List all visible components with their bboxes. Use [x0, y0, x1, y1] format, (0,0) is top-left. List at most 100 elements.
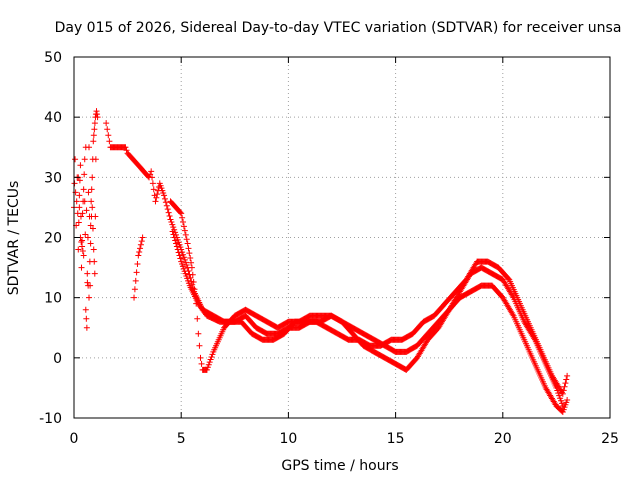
data-point: [89, 204, 96, 211]
data-point: [81, 171, 88, 178]
data-point: [76, 204, 83, 211]
data-point: [161, 192, 168, 199]
data-point: [559, 390, 566, 397]
data-point: [180, 251, 187, 258]
data-point: [181, 256, 188, 263]
data-point: [85, 189, 92, 196]
series-spike-cluster-b: [75, 144, 99, 301]
data-point: [88, 186, 95, 193]
data-point: [169, 221, 176, 228]
data-point: [178, 210, 185, 217]
data-point: [85, 282, 92, 289]
data-point: [168, 219, 175, 226]
data-point: [81, 156, 88, 163]
data-point: [187, 254, 194, 261]
data-point: [559, 402, 566, 409]
data-point: [179, 214, 186, 221]
data-point: [80, 186, 87, 193]
x-axis-label: GPS time / hours: [281, 458, 398, 474]
data-point: [162, 199, 169, 206]
y-axis-label: SDTVAR / TECUs: [6, 181, 22, 296]
x-tick-label: 5: [177, 431, 186, 447]
y-tick-label: 30: [44, 170, 62, 186]
data-point: [186, 250, 193, 257]
data-point: [105, 132, 112, 139]
data-point: [91, 120, 98, 127]
data-point: [561, 383, 568, 390]
data-point: [77, 213, 84, 220]
data-point: [83, 207, 90, 214]
data-point: [203, 366, 210, 373]
data-point: [87, 222, 94, 229]
data-point: [92, 156, 99, 163]
data-point: [94, 111, 101, 118]
y-tick-label: 20: [44, 231, 62, 247]
chart-title: Day 015 of 2026, Sidereal Day-to-day VTE…: [55, 20, 622, 36]
data-point: [173, 243, 180, 250]
data-point: [176, 252, 183, 259]
data-point: [180, 223, 187, 230]
data-point: [147, 171, 154, 178]
data-point: [106, 138, 113, 145]
data-point: [136, 248, 143, 255]
data-point: [195, 330, 202, 337]
data-point: [104, 126, 111, 133]
data-point: [86, 294, 93, 301]
data-point: [79, 248, 86, 255]
data-point: [149, 180, 156, 187]
data-point: [180, 254, 187, 261]
data-point: [206, 359, 213, 366]
data-point: [82, 144, 89, 151]
data-point: [163, 202, 170, 209]
data-point: [131, 294, 138, 301]
ticks: 0 5 10 15 20 25 -10 0 10 20 30 40 50: [39, 50, 619, 447]
data-point: [164, 206, 171, 213]
data-point: [556, 392, 563, 399]
data-point: [76, 177, 83, 184]
data-point: [194, 315, 201, 322]
data-point: [75, 219, 82, 226]
grid: [74, 57, 610, 418]
data-point: [82, 306, 89, 313]
data-point: [152, 198, 159, 205]
data-point: [208, 353, 215, 360]
data-point: [79, 243, 86, 250]
data-point: [153, 194, 160, 201]
data-point: [84, 279, 91, 286]
data-point: [560, 387, 567, 394]
data-point: [138, 238, 145, 245]
data-point: [84, 270, 91, 277]
data-point: [207, 356, 214, 363]
data-point: [177, 255, 184, 262]
data-point: [131, 286, 138, 293]
data-point: [197, 354, 204, 361]
data-point: [122, 144, 129, 151]
data-point: [175, 249, 182, 256]
data-point: [183, 262, 190, 269]
data-point: [76, 192, 83, 199]
data-point: [188, 259, 195, 266]
data-point: [557, 397, 564, 404]
series-spike-cluster-a: [71, 108, 101, 331]
x-tick-label: 25: [601, 431, 619, 447]
data-point: [78, 239, 85, 246]
data-point: [88, 198, 95, 205]
data-point: [564, 396, 571, 403]
data-point: [133, 269, 140, 276]
data-point: [181, 227, 188, 234]
data-point: [91, 126, 98, 133]
data-point: [183, 236, 190, 243]
y-tick-label: -10: [39, 411, 62, 427]
data-point: [78, 264, 85, 271]
data-point: [80, 252, 87, 259]
data-point: [73, 198, 80, 205]
data-point: [562, 380, 569, 387]
data-point: [174, 246, 181, 253]
y-tick-label: 50: [44, 50, 62, 66]
y-tick-label: 40: [44, 110, 62, 126]
data-point: [132, 277, 139, 284]
data-point: [81, 198, 88, 205]
data-point: [185, 245, 192, 252]
data-point: [72, 156, 79, 163]
